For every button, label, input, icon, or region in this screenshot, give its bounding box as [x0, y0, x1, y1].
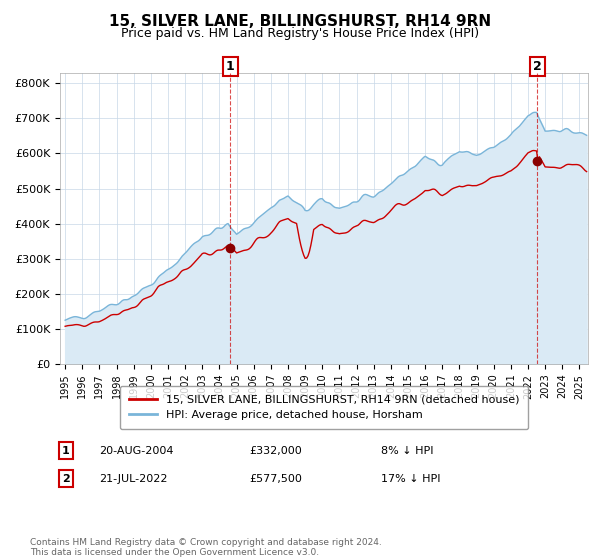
Text: 15, SILVER LANE, BILLINGSHURST, RH14 9RN: 15, SILVER LANE, BILLINGSHURST, RH14 9RN: [109, 14, 491, 29]
Text: Contains HM Land Registry data © Crown copyright and database right 2024.
This d: Contains HM Land Registry data © Crown c…: [30, 538, 382, 557]
Text: 21-JUL-2022: 21-JUL-2022: [99, 474, 167, 484]
Text: 20-AUG-2004: 20-AUG-2004: [99, 446, 173, 456]
Text: 2: 2: [533, 60, 542, 73]
Legend: 15, SILVER LANE, BILLINGSHURST, RH14 9RN (detached house), HPI: Average price, d: 15, SILVER LANE, BILLINGSHURST, RH14 9RN…: [120, 386, 528, 429]
Text: 2: 2: [62, 474, 70, 484]
Text: £577,500: £577,500: [249, 474, 302, 484]
Text: 1: 1: [226, 60, 235, 73]
Text: £332,000: £332,000: [249, 446, 302, 456]
Text: Price paid vs. HM Land Registry's House Price Index (HPI): Price paid vs. HM Land Registry's House …: [121, 27, 479, 40]
Text: 1: 1: [62, 446, 70, 456]
Text: 8% ↓ HPI: 8% ↓ HPI: [381, 446, 433, 456]
Text: 17% ↓ HPI: 17% ↓ HPI: [381, 474, 440, 484]
